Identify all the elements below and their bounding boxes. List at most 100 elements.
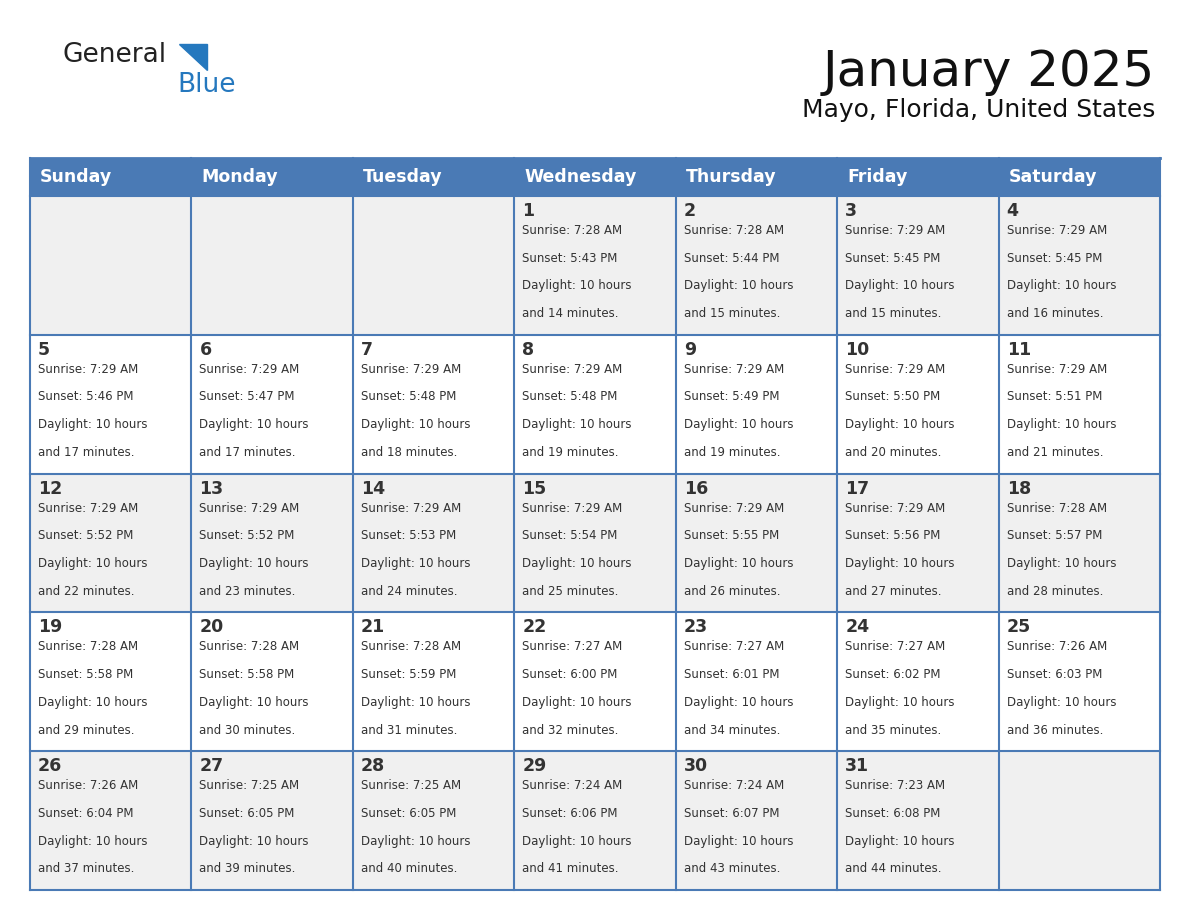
Text: Sunset: 5:54 PM: Sunset: 5:54 PM xyxy=(523,530,618,543)
Text: Daylight: 10 hours: Daylight: 10 hours xyxy=(361,834,470,847)
Text: January 2025: January 2025 xyxy=(823,48,1155,96)
Text: and 19 minutes.: and 19 minutes. xyxy=(523,446,619,459)
Text: and 30 minutes.: and 30 minutes. xyxy=(200,723,296,736)
Text: Daylight: 10 hours: Daylight: 10 hours xyxy=(684,696,794,709)
Text: Sunrise: 7:29 AM: Sunrise: 7:29 AM xyxy=(200,501,299,515)
Text: Saturday: Saturday xyxy=(1009,168,1097,186)
Text: 3: 3 xyxy=(845,202,858,220)
Text: Sunset: 6:05 PM: Sunset: 6:05 PM xyxy=(361,807,456,820)
Text: 28: 28 xyxy=(361,757,385,775)
Text: Sunset: 5:51 PM: Sunset: 5:51 PM xyxy=(1006,390,1102,404)
Text: and 17 minutes.: and 17 minutes. xyxy=(200,446,296,459)
Text: 7: 7 xyxy=(361,341,373,359)
Text: 25: 25 xyxy=(1006,619,1031,636)
Text: Sunset: 5:47 PM: Sunset: 5:47 PM xyxy=(200,390,295,404)
Text: and 26 minutes.: and 26 minutes. xyxy=(684,585,781,598)
Text: 13: 13 xyxy=(200,479,223,498)
Text: Sunrise: 7:26 AM: Sunrise: 7:26 AM xyxy=(1006,641,1107,654)
Text: Sunrise: 7:28 AM: Sunrise: 7:28 AM xyxy=(684,224,784,237)
Text: Sunrise: 7:29 AM: Sunrise: 7:29 AM xyxy=(361,501,461,515)
Text: 26: 26 xyxy=(38,757,62,775)
Text: Daylight: 10 hours: Daylight: 10 hours xyxy=(684,834,794,847)
Text: Daylight: 10 hours: Daylight: 10 hours xyxy=(200,834,309,847)
Text: and 37 minutes.: and 37 minutes. xyxy=(38,862,134,875)
Text: 4: 4 xyxy=(1006,202,1018,220)
Text: Daylight: 10 hours: Daylight: 10 hours xyxy=(361,696,470,709)
Text: 20: 20 xyxy=(200,619,223,636)
Text: Sunset: 6:07 PM: Sunset: 6:07 PM xyxy=(684,807,779,820)
Text: Daylight: 10 hours: Daylight: 10 hours xyxy=(38,557,147,570)
Text: and 15 minutes.: and 15 minutes. xyxy=(845,308,942,320)
Text: and 23 minutes.: and 23 minutes. xyxy=(200,585,296,598)
Text: 22: 22 xyxy=(523,619,546,636)
Text: Sunset: 5:43 PM: Sunset: 5:43 PM xyxy=(523,252,618,264)
Text: Daylight: 10 hours: Daylight: 10 hours xyxy=(200,419,309,431)
Text: 10: 10 xyxy=(845,341,870,359)
Text: and 21 minutes.: and 21 minutes. xyxy=(1006,446,1104,459)
Text: Sunrise: 7:28 AM: Sunrise: 7:28 AM xyxy=(1006,501,1107,515)
Text: Sunset: 5:58 PM: Sunset: 5:58 PM xyxy=(200,668,295,681)
Text: Sunset: 6:01 PM: Sunset: 6:01 PM xyxy=(684,668,779,681)
Text: Daylight: 10 hours: Daylight: 10 hours xyxy=(845,279,955,293)
Text: 5: 5 xyxy=(38,341,50,359)
Text: 24: 24 xyxy=(845,619,870,636)
Text: Sunrise: 7:24 AM: Sunrise: 7:24 AM xyxy=(684,779,784,792)
Text: and 25 minutes.: and 25 minutes. xyxy=(523,585,619,598)
Text: 18: 18 xyxy=(1006,479,1031,498)
Text: Daylight: 10 hours: Daylight: 10 hours xyxy=(845,557,955,570)
Text: 31: 31 xyxy=(845,757,870,775)
Text: and 16 minutes.: and 16 minutes. xyxy=(1006,308,1104,320)
Text: Daylight: 10 hours: Daylight: 10 hours xyxy=(38,419,147,431)
Text: Sunrise: 7:29 AM: Sunrise: 7:29 AM xyxy=(38,363,138,375)
Text: and 14 minutes.: and 14 minutes. xyxy=(523,308,619,320)
Text: General: General xyxy=(62,42,166,68)
Text: Sunrise: 7:29 AM: Sunrise: 7:29 AM xyxy=(38,501,138,515)
Text: Sunrise: 7:28 AM: Sunrise: 7:28 AM xyxy=(523,224,623,237)
Text: Sunset: 5:46 PM: Sunset: 5:46 PM xyxy=(38,390,133,404)
Text: Daylight: 10 hours: Daylight: 10 hours xyxy=(361,419,470,431)
Text: Sunset: 6:03 PM: Sunset: 6:03 PM xyxy=(1006,668,1102,681)
Text: Sunrise: 7:23 AM: Sunrise: 7:23 AM xyxy=(845,779,946,792)
Text: 1: 1 xyxy=(523,202,535,220)
Text: and 32 minutes.: and 32 minutes. xyxy=(523,723,619,736)
Text: 2: 2 xyxy=(684,202,696,220)
Text: Sunset: 5:52 PM: Sunset: 5:52 PM xyxy=(38,530,133,543)
Bar xyxy=(30,474,1159,612)
Text: 12: 12 xyxy=(38,479,62,498)
Text: and 22 minutes.: and 22 minutes. xyxy=(38,585,134,598)
Text: 23: 23 xyxy=(684,619,708,636)
Text: Daylight: 10 hours: Daylight: 10 hours xyxy=(523,557,632,570)
Text: Sunset: 5:56 PM: Sunset: 5:56 PM xyxy=(845,530,941,543)
Text: Sunset: 5:45 PM: Sunset: 5:45 PM xyxy=(845,252,941,264)
Text: Daylight: 10 hours: Daylight: 10 hours xyxy=(361,557,470,570)
Text: and 41 minutes.: and 41 minutes. xyxy=(523,862,619,875)
Text: and 27 minutes.: and 27 minutes. xyxy=(845,585,942,598)
Text: and 20 minutes.: and 20 minutes. xyxy=(845,446,942,459)
Text: Daylight: 10 hours: Daylight: 10 hours xyxy=(684,419,794,431)
Bar xyxy=(30,612,1159,751)
Text: and 15 minutes.: and 15 minutes. xyxy=(684,308,781,320)
Text: Sunrise: 7:25 AM: Sunrise: 7:25 AM xyxy=(361,779,461,792)
Text: Sunset: 6:04 PM: Sunset: 6:04 PM xyxy=(38,807,133,820)
Text: Sunset: 5:58 PM: Sunset: 5:58 PM xyxy=(38,668,133,681)
Text: Daylight: 10 hours: Daylight: 10 hours xyxy=(200,696,309,709)
Text: 9: 9 xyxy=(684,341,696,359)
Text: and 43 minutes.: and 43 minutes. xyxy=(684,862,781,875)
Text: 14: 14 xyxy=(361,479,385,498)
Text: Sunday: Sunday xyxy=(40,168,112,186)
Text: and 24 minutes.: and 24 minutes. xyxy=(361,585,457,598)
Text: Wednesday: Wednesday xyxy=(524,168,637,186)
Text: and 19 minutes.: and 19 minutes. xyxy=(684,446,781,459)
Text: Sunset: 6:00 PM: Sunset: 6:00 PM xyxy=(523,668,618,681)
Text: Sunrise: 7:28 AM: Sunrise: 7:28 AM xyxy=(38,641,138,654)
Text: Daylight: 10 hours: Daylight: 10 hours xyxy=(523,834,632,847)
Text: and 17 minutes.: and 17 minutes. xyxy=(38,446,134,459)
Text: Sunrise: 7:29 AM: Sunrise: 7:29 AM xyxy=(684,363,784,375)
Text: Daylight: 10 hours: Daylight: 10 hours xyxy=(38,696,147,709)
Bar xyxy=(30,751,1159,890)
Text: 11: 11 xyxy=(1006,341,1031,359)
Text: Blue: Blue xyxy=(177,72,235,98)
Text: Sunrise: 7:29 AM: Sunrise: 7:29 AM xyxy=(523,501,623,515)
Text: Sunset: 6:02 PM: Sunset: 6:02 PM xyxy=(845,668,941,681)
Text: Daylight: 10 hours: Daylight: 10 hours xyxy=(1006,279,1116,293)
